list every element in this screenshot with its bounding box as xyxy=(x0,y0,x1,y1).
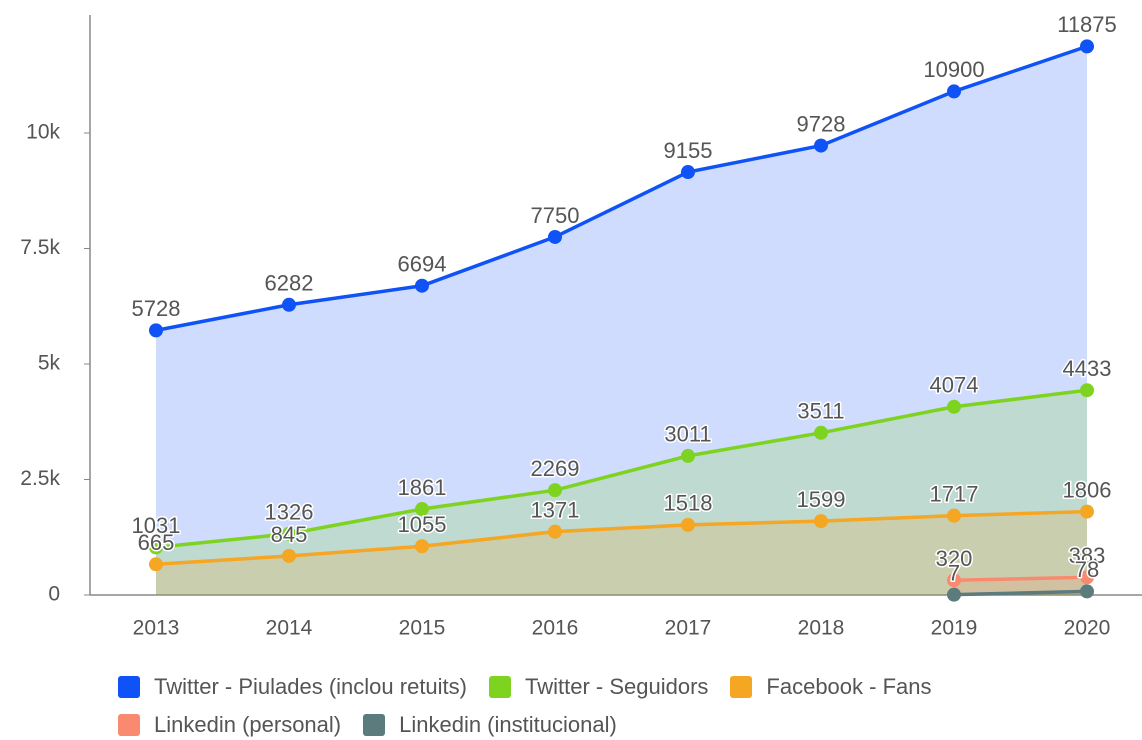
value-label: 4433 xyxy=(1063,356,1112,381)
point xyxy=(1080,39,1094,54)
point xyxy=(548,524,562,539)
line xyxy=(155,388,1088,550)
value-label: 665 xyxy=(138,530,175,555)
value-label: 7750 xyxy=(531,203,580,228)
value-label: 7 xyxy=(948,560,960,585)
x-tick-label: 2015 xyxy=(399,617,446,640)
legend-item[interactable]: Twitter - Piulades (inclou retuits) xyxy=(118,672,467,702)
value-label: 4074 xyxy=(930,373,979,398)
line xyxy=(155,44,1088,333)
x-tick-label: 2017 xyxy=(665,617,712,640)
value-label: 6694 xyxy=(398,252,447,277)
legend-label: Twitter - Seguidors xyxy=(525,674,709,699)
point xyxy=(1080,584,1094,599)
x-tick-label: 2018 xyxy=(798,617,845,640)
point xyxy=(947,399,961,414)
value-label: 1861 xyxy=(398,475,447,500)
point xyxy=(149,540,163,555)
y-tick-label: 7.5k xyxy=(20,236,60,259)
point xyxy=(947,587,961,602)
point xyxy=(548,229,562,244)
value-label: 383 xyxy=(1069,543,1106,568)
value-label: 1806 xyxy=(1063,477,1112,502)
x-tick-label: 2013 xyxy=(133,617,180,640)
point xyxy=(681,517,695,532)
y-tick-label: 0 xyxy=(48,583,60,606)
x-tick-label: 2019 xyxy=(931,617,978,640)
legend-swatch xyxy=(118,676,140,698)
point xyxy=(1080,570,1094,585)
x-tick-label: 2020 xyxy=(1064,617,1111,640)
legend-swatch xyxy=(730,676,753,698)
value-label: 6282 xyxy=(265,271,314,296)
area xyxy=(156,511,1087,595)
value-label: 10900 xyxy=(923,57,984,82)
value-label: 3011 xyxy=(664,422,711,447)
legend-item[interactable]: Twitter - Seguidors xyxy=(489,672,708,702)
line xyxy=(953,589,1088,597)
y-tick-label: 5k xyxy=(38,352,61,375)
value-label: 1055 xyxy=(398,512,447,537)
legend-swatch xyxy=(118,714,140,736)
point xyxy=(415,539,429,554)
point xyxy=(1080,383,1094,398)
point xyxy=(415,278,429,293)
area xyxy=(156,46,1087,595)
point xyxy=(947,508,961,523)
point xyxy=(282,297,296,312)
point xyxy=(681,448,695,463)
point xyxy=(548,483,562,498)
point xyxy=(149,323,163,338)
chart: 0 2.5k 5k 7.5k 10k 2013 2014 2015 2016 2017 2018 20… xyxy=(20,11,1142,640)
value-label: 9155 xyxy=(664,138,713,163)
value-label: 1371 xyxy=(531,497,580,522)
legend-swatch xyxy=(363,714,386,736)
value-label: 1326 xyxy=(265,500,314,525)
point xyxy=(149,557,163,572)
point xyxy=(282,548,296,563)
point xyxy=(1080,504,1094,519)
value-label: 3511 xyxy=(797,399,844,424)
line xyxy=(155,509,1088,567)
point xyxy=(282,526,296,541)
value-label: 1717 xyxy=(930,481,979,506)
point xyxy=(415,502,429,517)
x-tick-label: 2016 xyxy=(532,617,579,640)
value-label: 1518 xyxy=(664,491,713,516)
legend-label: Linkedin (institucional) xyxy=(399,712,617,737)
y-tick-label: 10k xyxy=(26,121,60,144)
point xyxy=(681,165,695,180)
value-label: 320 xyxy=(936,546,973,571)
value-label: 1599 xyxy=(797,487,846,512)
x-tick-label: 2014 xyxy=(266,617,313,640)
point xyxy=(947,84,961,99)
legend-item[interactable]: Linkedin (institucional) xyxy=(363,710,617,740)
legend-label: Linkedin (personal) xyxy=(154,712,342,737)
value-label: 5728 xyxy=(132,296,181,321)
point xyxy=(814,138,828,153)
y-tick-label: 2.5k xyxy=(20,467,60,490)
value-label: 78 xyxy=(1075,557,1099,582)
legend-item[interactable]: Linkedin (personal) xyxy=(118,710,341,740)
point xyxy=(814,425,828,440)
line xyxy=(953,575,1088,582)
legend-item[interactable]: Facebook - Fans xyxy=(730,672,931,702)
value-label: 845 xyxy=(271,522,308,547)
value-label: 1031 xyxy=(132,513,181,538)
legend-label: Twitter - Piulades (inclou retuits) xyxy=(154,674,467,699)
value-label: 2269 xyxy=(531,456,580,481)
value-label: 9728 xyxy=(797,111,846,136)
point xyxy=(947,573,961,588)
value-label: 11875 xyxy=(1057,12,1117,37)
point xyxy=(814,514,828,529)
legend: Twitter - Piulades (inclou retuits) Twitt… xyxy=(118,672,1078,740)
area xyxy=(156,390,1087,595)
legend-label: Facebook - Fans xyxy=(766,674,932,699)
legend-swatch xyxy=(489,676,511,698)
